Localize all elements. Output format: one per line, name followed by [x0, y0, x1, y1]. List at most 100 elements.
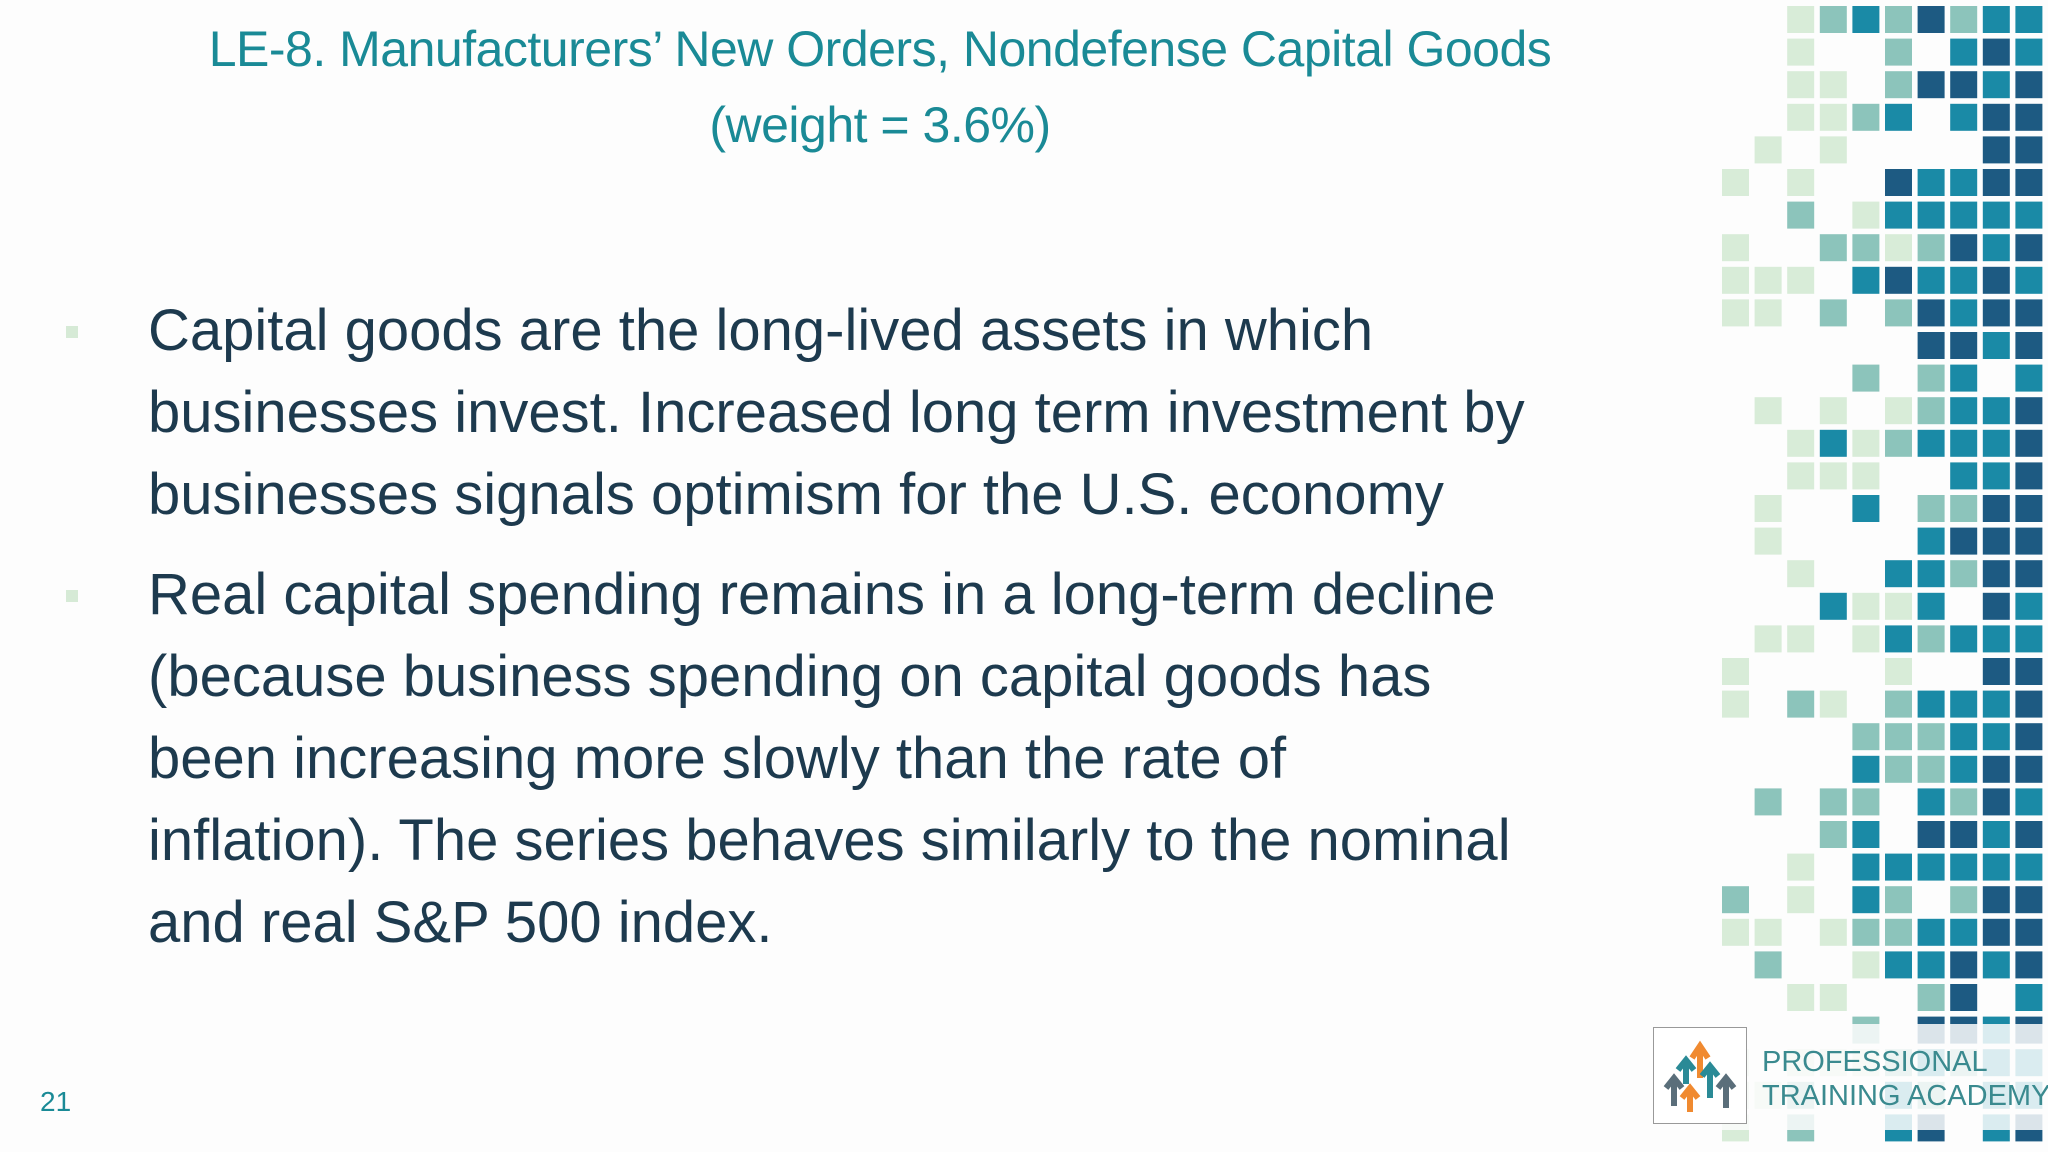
mosaic-tile: [1885, 592, 1912, 620]
mosaic-tile: [1819, 234, 1847, 262]
mosaic-tile: [1754, 266, 1782, 294]
mosaic-tile: [1722, 886, 1749, 914]
mosaic-tile: [1819, 821, 1847, 848]
mosaic-tile: [1885, 201, 1912, 229]
mosaic-tile: [1819, 690, 1847, 718]
mosaic-tile: [1982, 658, 2010, 685]
mosaic-tile: [1852, 6, 1880, 33]
mosaic-tile: [1885, 429, 1912, 457]
mosaic-tile: [1852, 364, 1880, 392]
mosaic-tile: [1787, 560, 1815, 588]
mosaic-tile: [1982, 136, 2010, 164]
mosaic-tile: [1787, 690, 1815, 718]
mosaic-tile: [1950, 951, 1978, 979]
mosaic-tile: [1982, 266, 2010, 294]
mosaic-tile: [1917, 788, 1945, 816]
mosaic-tile: [1950, 429, 1978, 457]
mosaic-tile: [1917, 690, 1945, 718]
mosaic-tile: [1917, 821, 1945, 848]
mosaic-tile: [1722, 918, 1749, 946]
mosaic-tile: [1950, 723, 1978, 751]
mosaic-tile: [1982, 951, 2010, 979]
mosaic-tile: [1819, 429, 1847, 457]
mosaic-tile: [1852, 723, 1880, 751]
mosaic-tile: [1852, 234, 1880, 262]
mosaic-tile: [1787, 429, 1815, 457]
mosaic-tile: [1950, 234, 1978, 262]
mosaic-tile: [1950, 38, 1978, 66]
mosaic-tile: [1982, 38, 2010, 66]
mosaic-tile: [1950, 918, 1978, 946]
mosaic-tile: [1917, 364, 1945, 392]
mosaic-tile: [1917, 169, 1945, 196]
mosaic-tile: [1982, 462, 2010, 490]
mosaic-tile: [1754, 299, 1782, 327]
mosaic-tile: [1885, 234, 1912, 262]
mosaic-tile: [1982, 788, 2010, 816]
mosaic-tile: [1982, 397, 2010, 425]
mosaic-tile: [1950, 266, 1978, 294]
mosaic-tile: [1819, 299, 1847, 327]
mosaic-tile: [1819, 984, 1847, 1011]
mosaic-tile: [1852, 429, 1880, 457]
mosaic-tile: [1885, 886, 1912, 914]
mosaic-tile: [2015, 6, 2043, 33]
mosaic-tile: [1982, 690, 2010, 718]
mosaic-tile: [2015, 38, 2043, 66]
mosaic-tile: [1917, 592, 1945, 620]
mosaic-tile: [1982, 853, 2010, 881]
mosaic-tile: [1885, 918, 1912, 946]
mosaic-tile: [2015, 723, 2043, 751]
mosaic-tile: [1950, 755, 1978, 783]
mosaic-tile: [1885, 169, 1912, 196]
mosaic-tile: [2015, 201, 2043, 229]
mosaic-tile: [2015, 592, 2043, 620]
bullet-line: businesses signals optimism for the U.S.…: [148, 462, 1444, 527]
mosaic-tile: [1982, 755, 2010, 783]
bullet-line: (because business spending on capital go…: [148, 644, 1432, 709]
mosaic-tile: [1950, 821, 1978, 848]
mosaic-tile: [1982, 886, 2010, 914]
bullet: Real capital spending remains in a long-…: [148, 554, 1708, 964]
mosaic-tile: [2015, 527, 2043, 555]
mosaic-tile: [1852, 266, 1880, 294]
mosaic-tile: [1917, 951, 1945, 979]
mosaic-tile: [2015, 332, 2043, 359]
mosaic-tile: [2015, 299, 2043, 327]
mosaic-tile: [1819, 592, 1847, 620]
mosaic-tile: [2015, 951, 2043, 979]
mosaic-tile: [2015, 266, 2043, 294]
mosaic-tile: [2015, 397, 2043, 425]
mosaic-tile: [1982, 201, 2010, 229]
bullet-line: been increasing more slowly than the rat…: [148, 726, 1287, 791]
mosaic-tile: [1787, 169, 1815, 196]
bullet-line: Real capital spending remains in a long-…: [148, 562, 1496, 627]
mosaic-tile: [1787, 462, 1815, 490]
mosaic-tile: [1754, 951, 1782, 979]
mosaic-tile: [1722, 658, 1749, 685]
mosaic-tile: [1819, 788, 1847, 816]
mosaic-tile: [1819, 6, 1847, 33]
mosaic-tile: [1950, 690, 1978, 718]
mosaic-tile: [1982, 592, 2010, 620]
mosaic-tile: [1754, 136, 1782, 164]
mosaic-tile: [1852, 788, 1880, 816]
mosaic-tile: [1885, 103, 1912, 131]
mosaic-tile: [2015, 169, 2043, 196]
mosaic-tile: [1787, 886, 1815, 914]
bullet-line: and real S&P 500 index.: [148, 890, 773, 955]
title-line: LE-8. Manufacturers’ New Orders, Nondefe…: [208, 21, 1552, 77]
mosaic-tile: [1819, 397, 1847, 425]
mosaic-tile: [1982, 560, 2010, 588]
mosaic-tile: [1950, 169, 1978, 196]
bullet-line: businesses invest. Increased long term i…: [148, 380, 1525, 445]
mosaic-tile: [1950, 462, 1978, 490]
logo-text: PROFESSIONAL: [1762, 1046, 1988, 1078]
mosaic-tile: [1917, 397, 1945, 425]
mosaic-tile: [1950, 299, 1978, 327]
mosaic-tile: [1950, 71, 1978, 99]
mosaic-tile: [1754, 495, 1782, 522]
mosaic-tile: [1852, 592, 1880, 620]
logo-text: TRAINING ACADEMY: [1762, 1080, 2048, 1112]
